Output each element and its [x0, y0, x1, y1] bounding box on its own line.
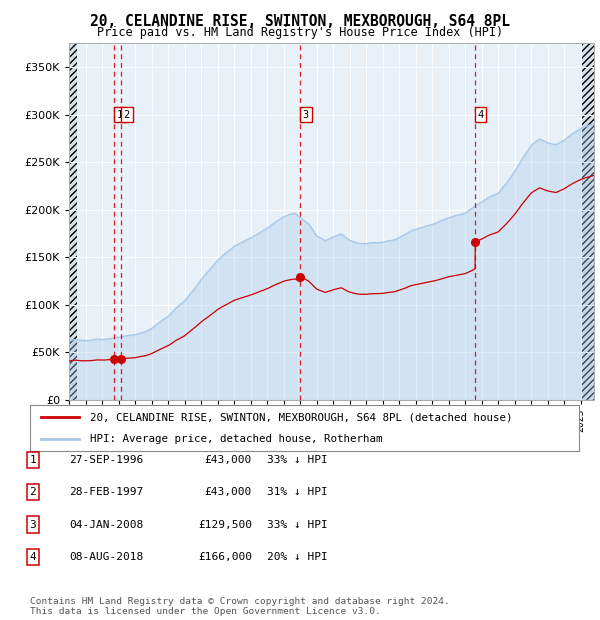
Text: 2: 2 — [124, 110, 130, 120]
Text: 04-JAN-2008: 04-JAN-2008 — [69, 520, 143, 529]
Text: Price paid vs. HM Land Registry's House Price Index (HPI): Price paid vs. HM Land Registry's House … — [97, 26, 503, 39]
Text: £43,000: £43,000 — [205, 455, 252, 465]
Text: HPI: Average price, detached house, Rotherham: HPI: Average price, detached house, Roth… — [91, 434, 383, 444]
Text: 20, CELANDINE RISE, SWINTON, MEXBOROUGH, S64 8PL (detached house): 20, CELANDINE RISE, SWINTON, MEXBOROUGH,… — [91, 412, 513, 422]
Bar — [582, 43, 594, 400]
Text: 28-FEB-1997: 28-FEB-1997 — [69, 487, 143, 497]
Text: 4: 4 — [29, 552, 37, 562]
Text: 2: 2 — [29, 487, 37, 497]
Text: This data is licensed under the Open Government Licence v3.0.: This data is licensed under the Open Gov… — [30, 607, 381, 616]
Text: 33% ↓ HPI: 33% ↓ HPI — [267, 455, 328, 465]
Text: 33% ↓ HPI: 33% ↓ HPI — [267, 520, 328, 529]
Text: 1: 1 — [117, 110, 123, 120]
Text: Contains HM Land Registry data © Crown copyright and database right 2024.: Contains HM Land Registry data © Crown c… — [30, 597, 450, 606]
Text: 1: 1 — [29, 455, 37, 465]
Text: 4: 4 — [478, 110, 484, 120]
Bar — [69, 43, 77, 400]
Text: £129,500: £129,500 — [198, 520, 252, 529]
Text: £166,000: £166,000 — [198, 552, 252, 562]
Text: 3: 3 — [303, 110, 309, 120]
Text: 27-SEP-1996: 27-SEP-1996 — [69, 455, 143, 465]
Text: 20, CELANDINE RISE, SWINTON, MEXBOROUGH, S64 8PL: 20, CELANDINE RISE, SWINTON, MEXBOROUGH,… — [90, 14, 510, 29]
Text: 08-AUG-2018: 08-AUG-2018 — [69, 552, 143, 562]
Text: £43,000: £43,000 — [205, 487, 252, 497]
Text: 3: 3 — [29, 520, 37, 529]
Text: 31% ↓ HPI: 31% ↓ HPI — [267, 487, 328, 497]
Text: 20% ↓ HPI: 20% ↓ HPI — [267, 552, 328, 562]
